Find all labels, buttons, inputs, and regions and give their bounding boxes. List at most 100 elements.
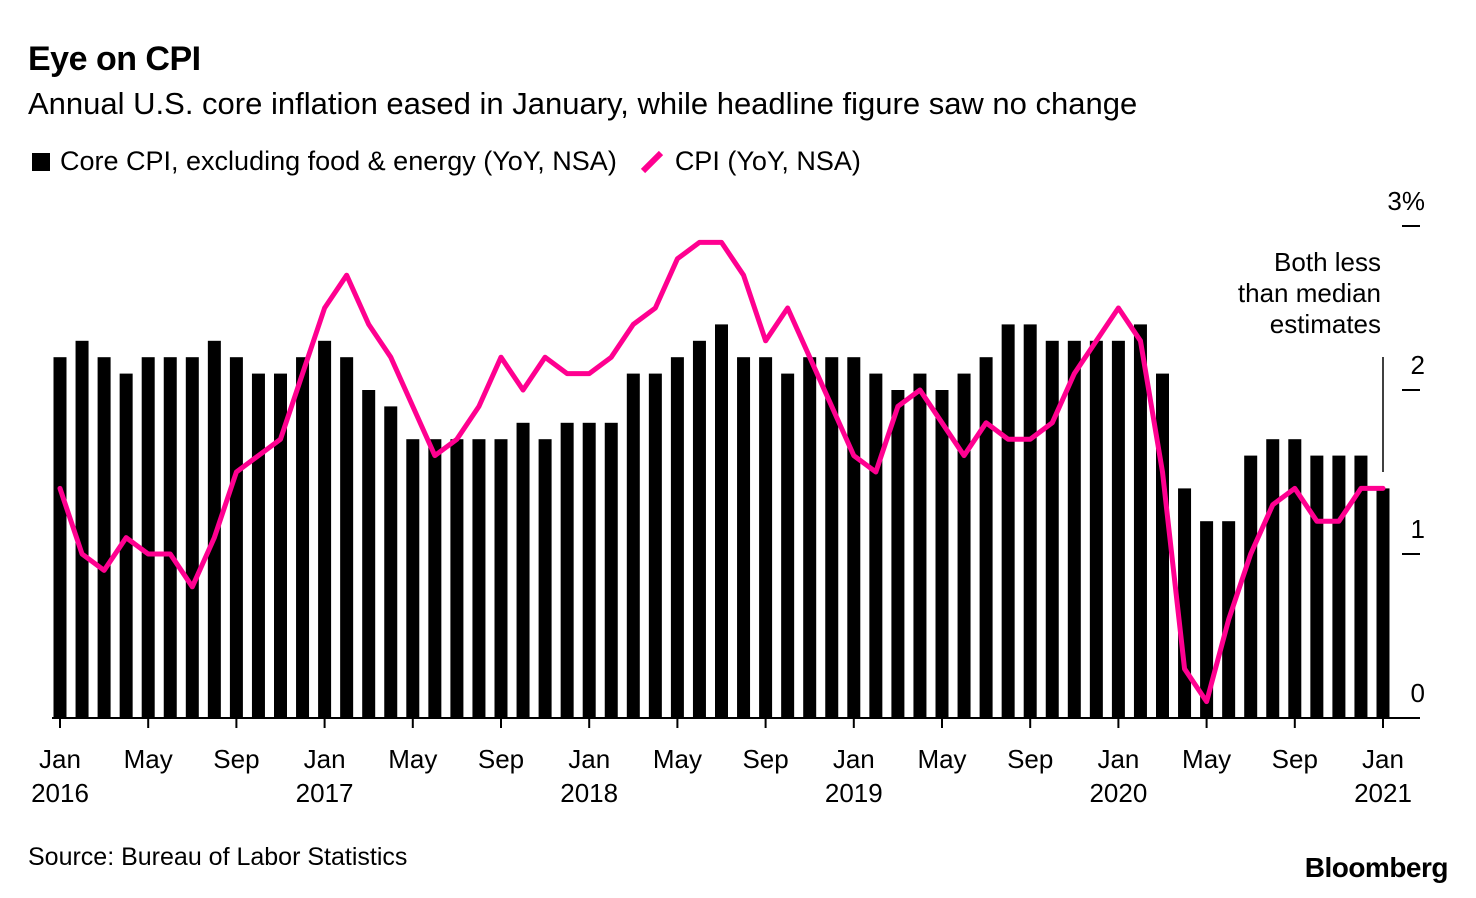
core-cpi-bar (1178, 488, 1192, 718)
core-cpi-bar (648, 373, 662, 718)
x-tick-year-label: 2017 (296, 778, 354, 808)
core-cpi-bar (1045, 340, 1059, 718)
core-cpi-bar (957, 373, 971, 718)
core-cpi-bar (97, 357, 111, 718)
core-cpi-bar (1244, 455, 1258, 718)
core-cpi-bar (759, 357, 773, 718)
x-tick-label: May (388, 744, 437, 774)
x-tick-label: May (917, 744, 966, 774)
y-tick-label: 2 (1411, 350, 1425, 380)
core-cpi-bar (318, 340, 332, 718)
core-cpi-bar (494, 439, 508, 718)
core-cpi-bar (670, 357, 684, 718)
core-cpi-bar (428, 439, 442, 718)
legend: Core CPI, excluding food & energy (YoY, … (32, 146, 861, 177)
core-cpi-bar (1156, 373, 1169, 718)
core-cpi-bar (913, 373, 927, 718)
x-tick-year-label: 2021 (1354, 778, 1412, 808)
core-cpi-bar (516, 422, 530, 718)
core-cpi-bar (1111, 340, 1125, 718)
core-cpi-bar (1001, 324, 1015, 718)
y-tick-label: 3% (1387, 186, 1425, 216)
core-cpi-bar (582, 422, 596, 718)
legend-bar-swatch (32, 152, 50, 171)
x-tick-year-label: 2018 (560, 778, 618, 808)
core-cpi-bar (1200, 521, 1214, 718)
annotation-text: estimates (1270, 309, 1381, 339)
core-cpi-bar (1089, 340, 1103, 718)
core-cpi-bar (53, 357, 67, 718)
core-cpi-bar (935, 390, 949, 718)
core-cpi-bar (1310, 455, 1324, 718)
x-tick-label: Sep (213, 744, 259, 774)
x-tick-year-label: 2019 (825, 778, 883, 808)
x-tick-label: Sep (1272, 744, 1318, 774)
core-cpi-bar (604, 422, 618, 718)
x-tick-label: Jan (1362, 744, 1404, 774)
legend-cpi-label: CPI (YoY, NSA) (674, 146, 861, 176)
core-cpi-bar (274, 373, 287, 718)
core-cpi-bar (560, 422, 574, 718)
x-tick-year-label: 2020 (1089, 778, 1147, 808)
core-cpi-bar (119, 373, 133, 718)
core-cpi-bar (185, 357, 199, 718)
legend-line-swatch (640, 150, 663, 173)
core-cpi-bar (737, 357, 751, 718)
core-cpi-bar (1332, 455, 1346, 718)
core-cpi-bar (715, 324, 728, 718)
core-cpi-bar (781, 373, 795, 718)
core-cpi-bar (450, 439, 464, 718)
bloomberg-logo: Bloomberg (1304, 852, 1449, 883)
core-cpi-bar (803, 357, 817, 718)
core-cpi-bar (384, 406, 398, 718)
core-cpi-bar (406, 439, 420, 718)
core-cpi-bar (869, 373, 883, 718)
x-tick-label: Jan (1097, 744, 1139, 774)
y-tick-label: 1 (1411, 514, 1425, 544)
core-cpi-bar (847, 357, 861, 718)
x-tick-label: Jan (304, 744, 346, 774)
core-cpi-bar (1266, 439, 1280, 718)
x-tick-label: May (124, 744, 173, 774)
core-cpi-bar (1376, 488, 1390, 718)
cpi-line (57, 239, 1386, 705)
x-tick-label: Sep (478, 744, 524, 774)
x-tick-label: Sep (1007, 744, 1053, 774)
source-note: Source: Bureau of Labor Statistics (28, 843, 408, 871)
x-tick-label: Jan (833, 744, 875, 774)
core-cpi-bar (75, 340, 89, 718)
annotation-text: than median (1238, 278, 1381, 308)
core-cpi-bar (472, 439, 486, 718)
x-tick-label: Sep (742, 744, 788, 774)
core-cpi-bar (1288, 439, 1302, 718)
core-cpi-bar (1023, 324, 1037, 718)
x-tick-label: May (653, 744, 702, 774)
core-cpi-bar (362, 390, 376, 718)
core-cpi-bar (296, 357, 310, 718)
core-cpi-bar (538, 439, 552, 718)
core-cpi-bar (1133, 324, 1147, 718)
core-cpi-bar (692, 340, 706, 718)
y-tick-label: 0 (1411, 678, 1425, 708)
core-cpi-bar (1067, 340, 1081, 718)
legend-core-label: Core CPI, excluding food & energy (YoY, … (60, 146, 617, 176)
x-tick-year-label: 2016 (31, 778, 89, 808)
core-cpi-bar (207, 340, 221, 718)
core-cpi-bar (251, 373, 265, 718)
x-tick-label: Jan (568, 744, 610, 774)
core-cpi-bar (229, 357, 243, 718)
annotation-text: Both less (1274, 247, 1381, 277)
core-cpi-bar (1354, 455, 1368, 718)
x-tick-label: May (1182, 744, 1231, 774)
x-tick-label: Jan (39, 744, 81, 774)
core-cpi-bar (626, 373, 640, 718)
core-cpi-bar (163, 357, 177, 718)
core-cpi-bar (340, 357, 354, 718)
core-cpi-bar (141, 357, 155, 718)
core-cpi-bar (825, 357, 839, 718)
core-cpi-bar (979, 357, 993, 718)
chart-subtitle: Annual U.S. core inflation eased in Janu… (28, 86, 1138, 121)
chart-title: Eye on CPI (28, 40, 201, 78)
core-cpi-bar (891, 390, 905, 718)
